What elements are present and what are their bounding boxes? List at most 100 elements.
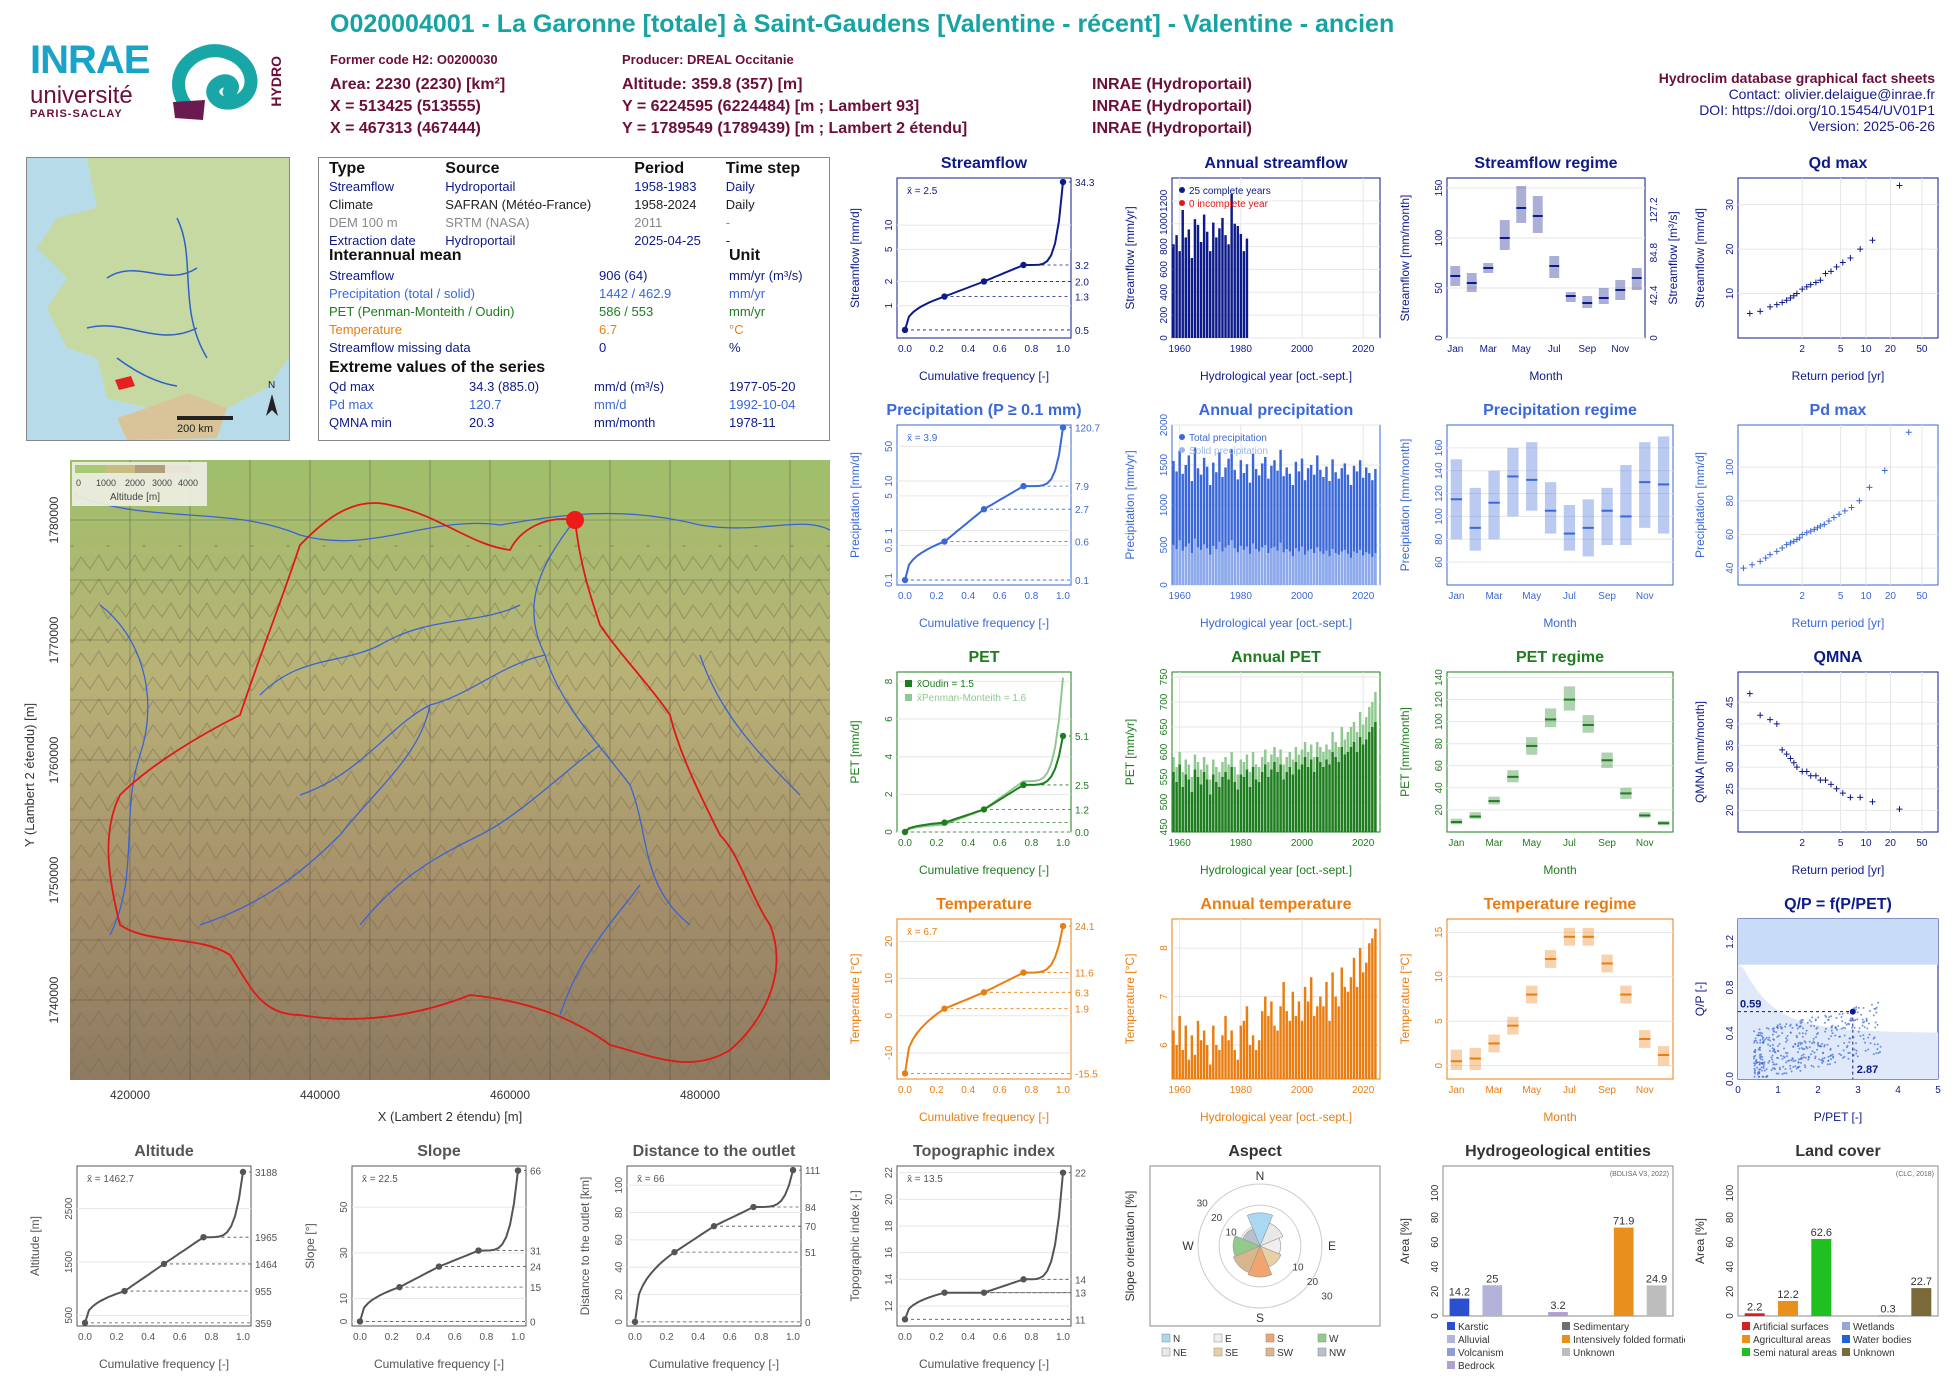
- map-xtick: 480000: [680, 1088, 720, 1102]
- bar: [1218, 1049, 1221, 1079]
- data-point: [1838, 1013, 1841, 1016]
- data-point: [1795, 1034, 1798, 1037]
- data-point: [1811, 1016, 1814, 1019]
- doi: DOI: https://doi.org/10.15454/UV01P1: [1699, 102, 1935, 118]
- x-tick-label: 20: [1885, 344, 1897, 355]
- x-axis-label: Return period [yr]: [1792, 369, 1885, 383]
- mean-label: x̄ = 13.5: [907, 1174, 943, 1185]
- legend-swatch: [1742, 1348, 1750, 1356]
- x-tick-label: Jan: [1447, 344, 1463, 355]
- y-axis-label: Temperature [°C]: [1398, 954, 1412, 1045]
- y-tick-label: 1200: [1159, 189, 1170, 212]
- bar: [1288, 767, 1291, 832]
- bar-solid: [1279, 542, 1282, 585]
- y-tick-label: 15: [1434, 926, 1445, 938]
- quantile-label: 24.1: [1075, 922, 1095, 933]
- data-label: 24.9: [1646, 1273, 1667, 1285]
- chart-title: PET: [968, 649, 999, 666]
- legend-swatch: [1161, 1333, 1171, 1343]
- cell: SAFRAN (Météo-France): [445, 197, 592, 212]
- y-tick-label: 60: [1725, 528, 1736, 540]
- quantile-point: [789, 1166, 797, 1174]
- bar: [1291, 485, 1295, 585]
- data-point: [1800, 1054, 1803, 1057]
- y-tick-label: 400: [1159, 284, 1170, 301]
- bar: [1224, 467, 1227, 585]
- y-tick-label: 200: [1159, 306, 1170, 323]
- bar: [1279, 449, 1282, 585]
- y-tick-label: 80: [1434, 738, 1445, 750]
- data-point: [1762, 1042, 1765, 1045]
- data-point: [1794, 1043, 1797, 1046]
- plot-area: [626, 1165, 802, 1327]
- x-tick-label: 0.8: [1024, 591, 1038, 602]
- bar: [1242, 777, 1246, 832]
- bar: [1172, 461, 1175, 585]
- data-point: [1803, 283, 1810, 290]
- bar-solid: [1264, 545, 1267, 585]
- chart-title: Streamflow: [941, 155, 1028, 172]
- bar: [1196, 1020, 1200, 1079]
- x-tick-label: 0.2: [930, 1085, 944, 1096]
- x-tick-label: 50: [1916, 344, 1928, 355]
- chart-title: Altitude: [134, 1143, 194, 1160]
- cardinal-label: E: [1328, 1239, 1336, 1253]
- x-axis-label: Cumulative frequency [-]: [374, 1357, 504, 1371]
- legend-label: 25 complete years: [1189, 186, 1271, 197]
- bar-solid: [1254, 549, 1258, 585]
- data-point: [1805, 1029, 1808, 1032]
- legend-tick: 4000: [178, 478, 198, 488]
- x-tick-label: Jan: [1448, 838, 1464, 849]
- x-tick-label: 20: [1885, 838, 1897, 849]
- quantile-point: [239, 1168, 247, 1176]
- bar-solid: [1306, 550, 1310, 585]
- data-point: [1771, 1044, 1774, 1047]
- data-point: [1854, 1019, 1857, 1022]
- y2-tick-label: 42.4: [1649, 285, 1660, 305]
- chart-title: PET regime: [1516, 649, 1604, 666]
- data-point: [1774, 1068, 1777, 1071]
- data-point: [1810, 1053, 1813, 1056]
- x-tick-label: 1980: [1230, 591, 1253, 602]
- bar: [1334, 472, 1337, 585]
- y-tick-label: 20: [1430, 1285, 1441, 1297]
- bar: [1267, 1015, 1270, 1079]
- x-tick-label: 0.0: [898, 591, 912, 602]
- legend-swatch: [1265, 1347, 1275, 1357]
- bar: [1276, 470, 1279, 585]
- bar: [1374, 722, 1377, 832]
- bar: [1346, 752, 1350, 832]
- data-point: [1767, 551, 1774, 558]
- data-point: [1795, 1067, 1798, 1070]
- data-point: [1857, 794, 1864, 801]
- data-point: [1861, 1021, 1864, 1024]
- data-point: [1783, 297, 1790, 304]
- ring: [1197, 1183, 1323, 1309]
- data-point: [1837, 1044, 1840, 1047]
- data-point: [1795, 1023, 1798, 1026]
- data-point: [1838, 1052, 1841, 1055]
- x-tick-label: 0.4: [961, 344, 975, 355]
- bar: [1233, 782, 1236, 832]
- data-point: [1789, 1024, 1792, 1027]
- y-tick-label: 0: [1159, 335, 1170, 341]
- cell: 2025-04-25: [634, 233, 701, 248]
- bar-solid: [1175, 549, 1178, 585]
- topo-chart: Topographic index Cumulative frequency [-…: [848, 1143, 1087, 1371]
- bar-solid: [1193, 538, 1197, 585]
- legend-label: Unknown: [1853, 1348, 1895, 1359]
- data-point: [1822, 270, 1829, 277]
- quantile-point: [901, 1070, 909, 1077]
- x-tick-label: Mar: [1485, 1085, 1503, 1096]
- data-point: [1866, 1027, 1869, 1030]
- bar: [1245, 464, 1249, 585]
- bar-solid: [1172, 545, 1175, 585]
- x-tick-label: 0.6: [448, 1332, 462, 1343]
- bar: [1172, 244, 1175, 338]
- x-axis-label: Cumulative frequency [-]: [919, 369, 1049, 383]
- bar-solid: [1322, 553, 1325, 585]
- data-point: [1785, 1037, 1788, 1040]
- x-tick-label: 1960: [1169, 1085, 1192, 1096]
- ring-label: 10: [1226, 1228, 1238, 1239]
- x-tick-label: 0.6: [993, 344, 1007, 355]
